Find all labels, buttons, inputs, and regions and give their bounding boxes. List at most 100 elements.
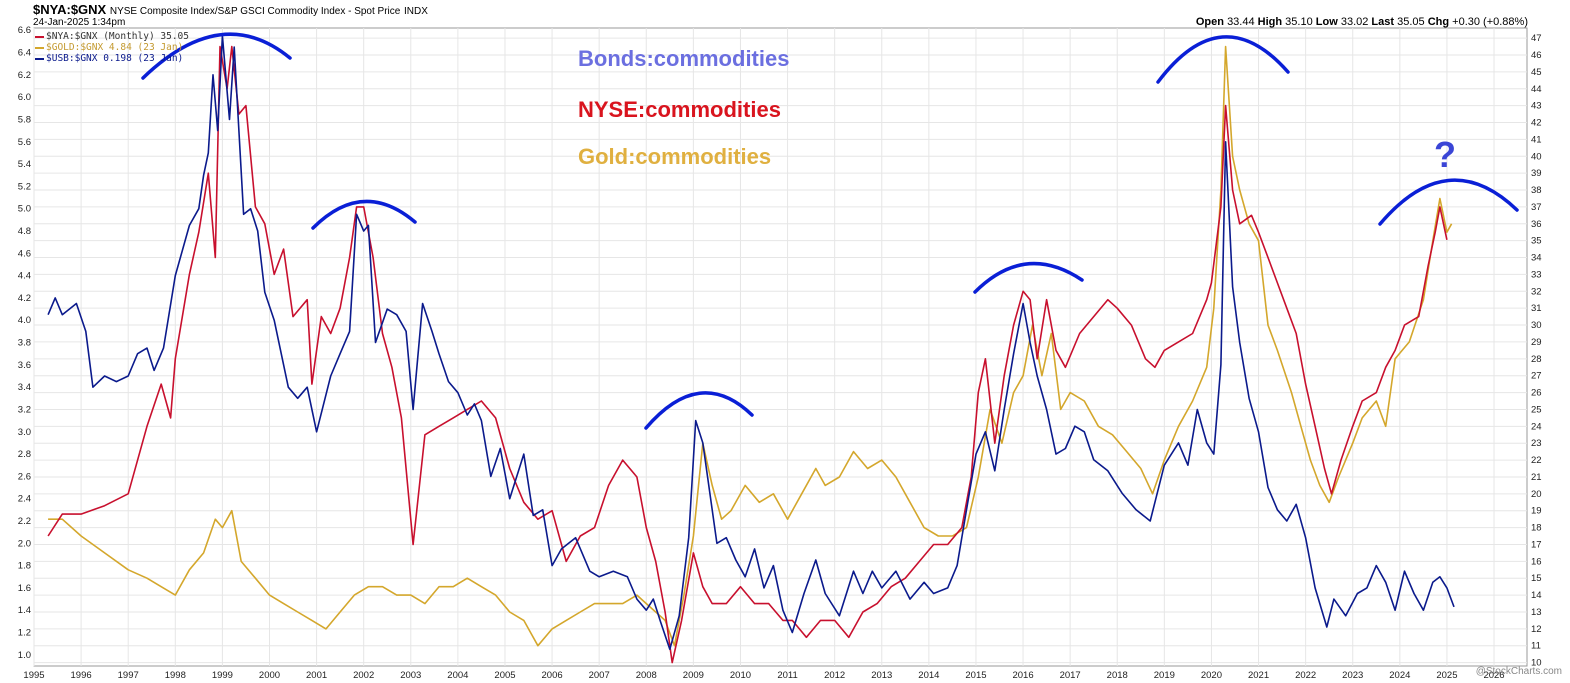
x-tick-label: 2017 bbox=[1060, 670, 1081, 681]
low-value: 33.02 bbox=[1340, 16, 1369, 28]
exchange-label: INDX bbox=[403, 6, 428, 17]
annotation-question: ? bbox=[1434, 134, 1456, 175]
left-tick-label: 3.6 bbox=[18, 360, 31, 371]
left-tick-label: 4.4 bbox=[18, 271, 31, 282]
right-tick-label: 13 bbox=[1531, 607, 1542, 618]
high-value: 35.10 bbox=[1285, 16, 1313, 28]
chart-legend: $NYA:$GNX (Monthly) 35.05 $GOLD:$GNX 4.8… bbox=[35, 31, 189, 64]
left-tick-label: 2.8 bbox=[18, 449, 31, 460]
right-tick-label: 45 bbox=[1531, 67, 1542, 78]
open-value: 33.44 bbox=[1227, 16, 1255, 28]
left-tick-label: 1.6 bbox=[18, 583, 31, 594]
left-tick-label: 3.4 bbox=[18, 382, 31, 393]
right-tick-label: 12 bbox=[1531, 624, 1542, 635]
right-tick-label: 14 bbox=[1531, 590, 1542, 601]
x-tick-label: 2014 bbox=[918, 670, 939, 681]
right-tick-label: 43 bbox=[1531, 101, 1542, 112]
right-tick-label: 15 bbox=[1531, 573, 1542, 584]
left-tick-label: 6.6 bbox=[18, 25, 31, 36]
series-line-gold bbox=[48, 45, 1453, 647]
right-tick-label: 24 bbox=[1531, 421, 1542, 432]
legend-entry-nya: $NYA:$GNX (Monthly) 35.05 bbox=[35, 31, 189, 42]
right-tick-label: 46 bbox=[1531, 50, 1542, 61]
left-tick-label: 1.0 bbox=[18, 650, 31, 661]
left-tick-label: 2.4 bbox=[18, 494, 31, 505]
low-label: Low bbox=[1315, 16, 1338, 28]
x-tick-label: 2011 bbox=[777, 670, 797, 681]
chart-title: $NYA:$GNX NYSE Composite Index/S&P GSCI … bbox=[33, 2, 428, 17]
annotation-gold: Gold:commodities bbox=[578, 144, 772, 169]
right-tick-label: 25 bbox=[1531, 404, 1542, 415]
right-tick-label: 44 bbox=[1531, 84, 1542, 95]
last-label: Last bbox=[1371, 16, 1395, 28]
right-tick-label: 32 bbox=[1531, 286, 1542, 297]
right-tick-label: 22 bbox=[1531, 455, 1542, 466]
legend-swatch-usb bbox=[35, 57, 44, 60]
right-tick-label: 21 bbox=[1531, 472, 1542, 483]
x-tick-label: 2026 bbox=[1483, 670, 1504, 681]
right-tick-label: 19 bbox=[1531, 506, 1542, 517]
arc-peak-2002 bbox=[311, 199, 417, 230]
x-tick-label: 1995 bbox=[23, 670, 44, 681]
x-tick-label: 2020 bbox=[1201, 670, 1222, 681]
x-tick-label: 2016 bbox=[1012, 670, 1033, 681]
left-tick-label: 4.0 bbox=[18, 315, 31, 326]
x-tick-label: 2023 bbox=[1342, 670, 1363, 681]
x-tick-label: 1998 bbox=[165, 670, 186, 681]
annotation-nyse: NYSE:commodities bbox=[578, 97, 781, 122]
right-tick-label: 23 bbox=[1531, 438, 1542, 449]
right-tick-label: 11 bbox=[1531, 641, 1541, 652]
left-tick-label: 4.6 bbox=[18, 248, 31, 259]
x-tick-label: 2007 bbox=[589, 670, 610, 681]
right-tick-label: 39 bbox=[1531, 168, 1542, 179]
x-tick-label: 2000 bbox=[259, 670, 280, 681]
right-tick-label: 18 bbox=[1531, 523, 1542, 534]
ohlc-readout: Open 33.44 High 35.10 Low 33.02 Last 35.… bbox=[1196, 16, 1528, 28]
legend-entry-gold: $GOLD:$GNX 4.84 (23 Jan) bbox=[35, 42, 189, 53]
series-line-usb bbox=[47, 35, 1455, 651]
x-tick-label: 1996 bbox=[71, 670, 92, 681]
x-tick-label: 2015 bbox=[965, 670, 986, 681]
right-tick-label: 29 bbox=[1531, 337, 1542, 348]
left-tick-label: 1.4 bbox=[18, 605, 31, 616]
legend-swatch-gold bbox=[35, 46, 44, 49]
arc-peak-2009 bbox=[644, 391, 754, 430]
chg-value: +0.30 (+0.88%) bbox=[1452, 16, 1528, 28]
left-tick-label: 5.2 bbox=[18, 181, 31, 192]
open-label: Open bbox=[1195, 16, 1224, 28]
left-tick-label: 5.8 bbox=[18, 114, 31, 125]
left-tick-label: 4.2 bbox=[18, 293, 31, 304]
left-tick-label: 5.4 bbox=[18, 159, 31, 170]
left-tick-label: 2.6 bbox=[18, 471, 31, 482]
watermark: @StockCharts.com bbox=[1475, 666, 1562, 677]
left-tick-label: 2.0 bbox=[18, 538, 31, 549]
series-line-nya bbox=[47, 45, 1448, 664]
x-tick-label: 2009 bbox=[683, 670, 704, 681]
right-tick-label: 16 bbox=[1531, 556, 1542, 567]
left-tick-label: 6.2 bbox=[18, 70, 31, 81]
right-tick-label: 34 bbox=[1531, 253, 1542, 264]
x-tick-label: 2006 bbox=[542, 670, 563, 681]
x-tick-label: 2004 bbox=[447, 670, 468, 681]
x-tick-label: 2005 bbox=[494, 670, 515, 681]
x-tick-label: 2025 bbox=[1436, 670, 1457, 681]
legend-entry-usb: $USB:$GNX 0.198 (23 Jan) bbox=[35, 53, 189, 64]
right-tick-label: 47 bbox=[1531, 33, 1542, 44]
legend-label-nya: $NYA:$GNX (Monthly) 35.05 bbox=[46, 31, 189, 42]
legend-label-usb: $USB:$GNX 0.198 (23 Jan) bbox=[46, 53, 184, 64]
x-tick-label: 2002 bbox=[353, 670, 374, 681]
arc-peak-2020 bbox=[1156, 35, 1290, 84]
plot-frame bbox=[33, 27, 1528, 667]
left-tick-label: 3.2 bbox=[18, 404, 31, 415]
right-tick-label: 33 bbox=[1531, 269, 1542, 280]
left-tick-label: 5.6 bbox=[18, 137, 31, 148]
arc-peak-2025 bbox=[1378, 178, 1519, 226]
legend-label-gold: $GOLD:$GNX 4.84 (23 Jan) bbox=[46, 42, 184, 53]
x-tick-label: 2022 bbox=[1295, 670, 1316, 681]
x-tick-label: 2012 bbox=[824, 670, 845, 681]
left-tick-label: 1.8 bbox=[18, 561, 31, 572]
right-tick-label: 28 bbox=[1531, 354, 1542, 365]
x-tick-label: 1999 bbox=[212, 670, 233, 681]
right-tick-label: 30 bbox=[1531, 320, 1542, 331]
